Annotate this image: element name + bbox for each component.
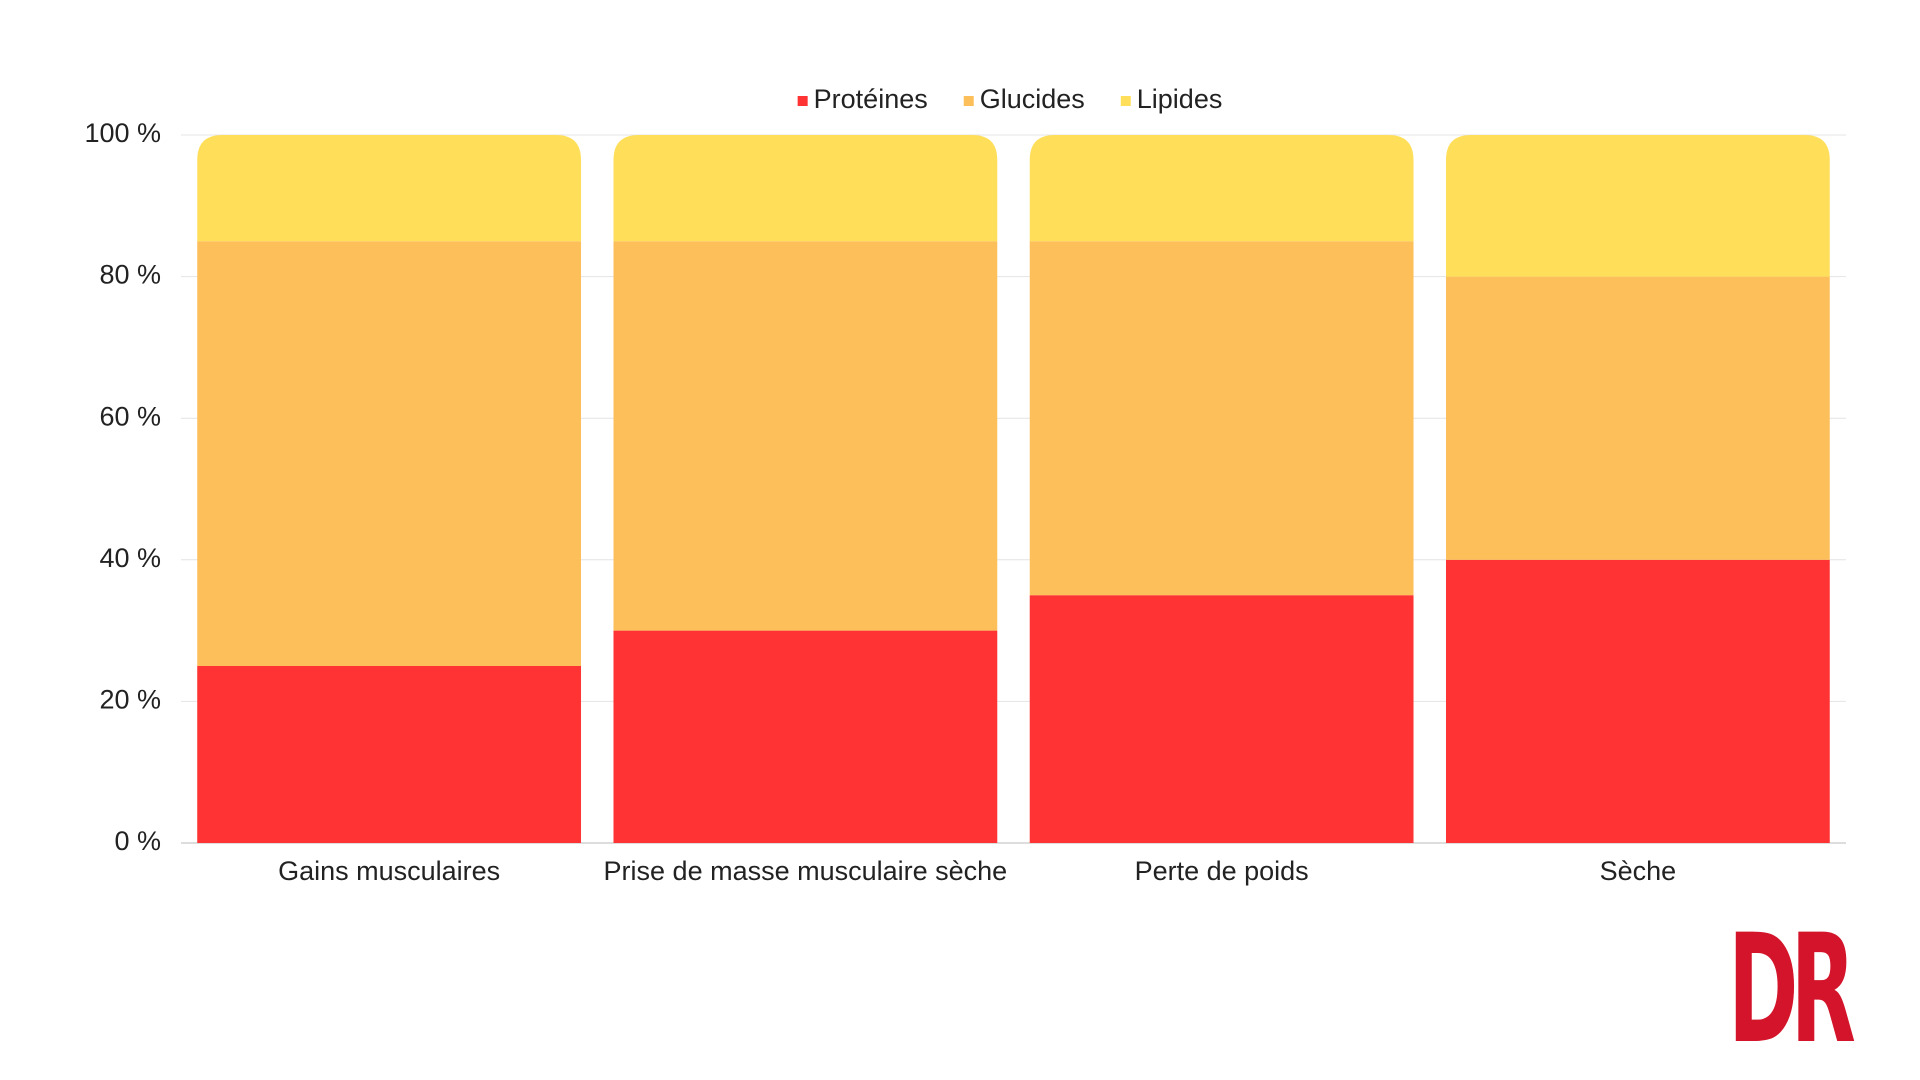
y-tick-label: 40 % xyxy=(99,543,161,573)
bar-segment xyxy=(613,630,998,843)
bar-segment xyxy=(197,135,582,242)
legend-swatch xyxy=(963,96,974,106)
bar-segment xyxy=(1029,241,1414,596)
bar-segment xyxy=(1029,135,1414,242)
legend-label: Lipides xyxy=(1137,84,1223,114)
y-tick-label: 100 % xyxy=(84,118,161,148)
bar-segment xyxy=(197,666,582,843)
bar-segment xyxy=(1445,559,1830,843)
bar-segment xyxy=(1029,595,1414,843)
logo: DR xyxy=(1728,903,1855,1077)
legend-label: Protéines xyxy=(814,84,928,114)
y-tick-label: 80 % xyxy=(99,260,161,290)
bar-segment xyxy=(613,135,998,242)
x-tick-label: Gains musculaires xyxy=(278,856,500,886)
y-tick-label: 0 % xyxy=(114,826,161,856)
x-tick-label: Prise de masse musculaire sèche xyxy=(604,856,1008,886)
y-tick-label: 20 % xyxy=(99,685,161,715)
bar-segment xyxy=(1445,276,1830,560)
x-tick-label: Perte de poids xyxy=(1135,856,1309,886)
y-tick-label: 60 % xyxy=(99,401,161,431)
x-tick-label: Sèche xyxy=(1600,856,1677,886)
legend-swatch xyxy=(1120,96,1131,106)
bar-segment xyxy=(1445,135,1830,277)
legend-swatch xyxy=(797,96,808,106)
bar-segment xyxy=(613,241,998,631)
legend-label: Glucides xyxy=(980,84,1085,114)
bar-segment xyxy=(197,241,582,666)
